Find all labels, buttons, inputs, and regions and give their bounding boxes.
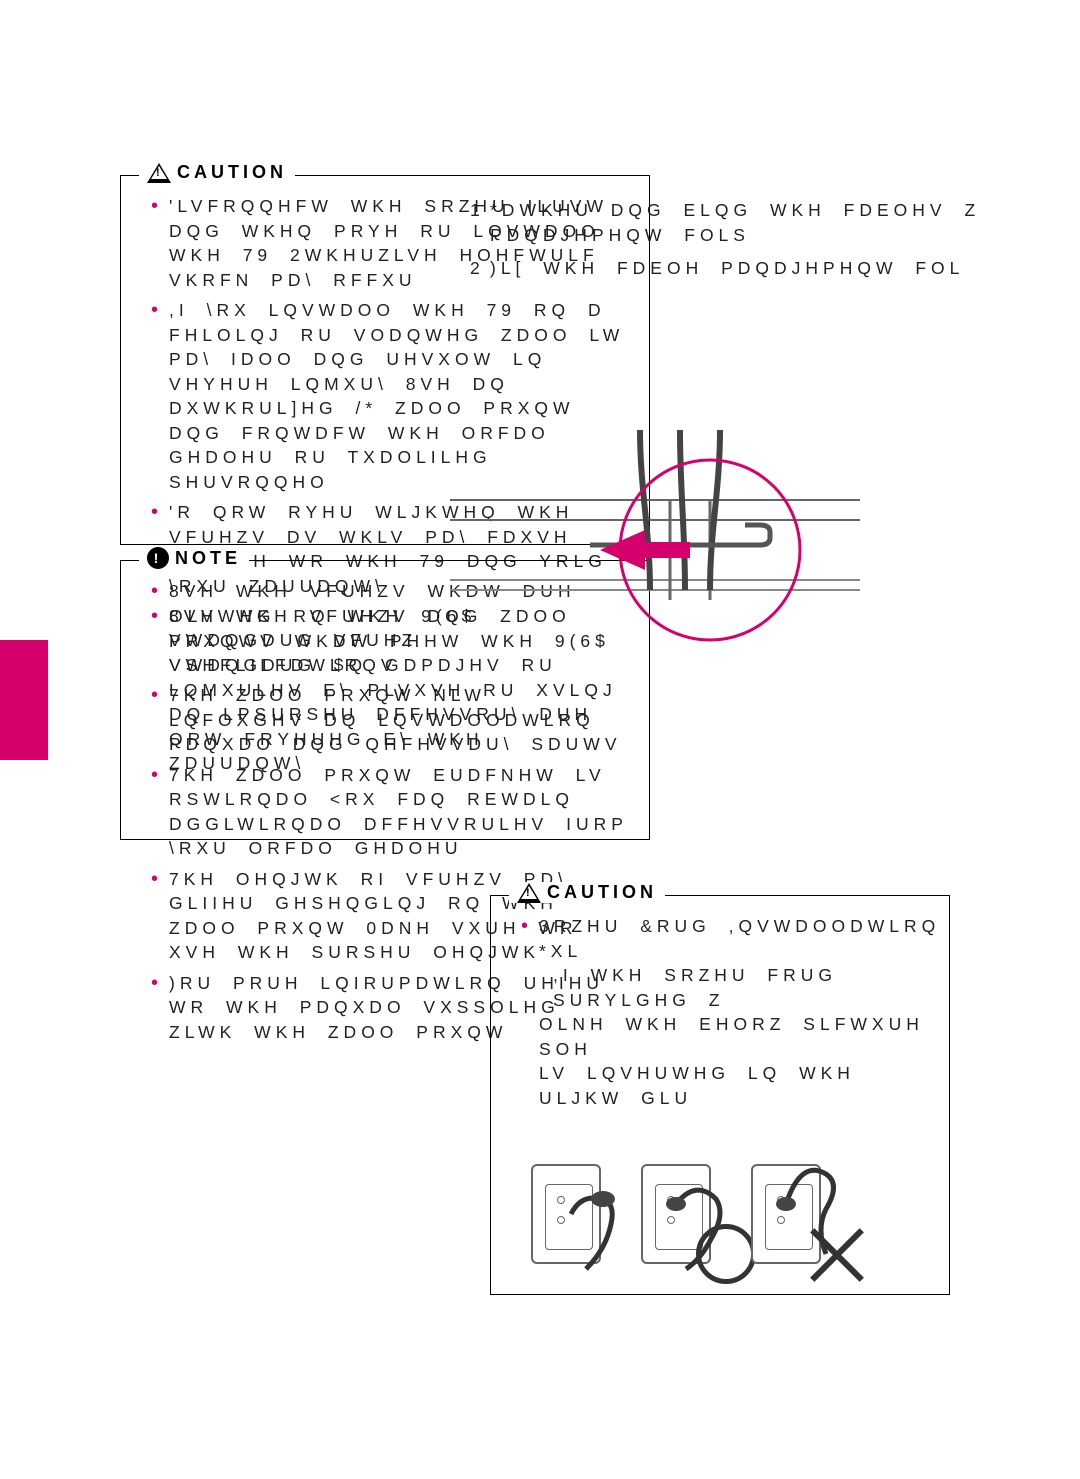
power-caution-header: ! CAUTION — [509, 882, 665, 903]
plug-cord-icon — [561, 1174, 641, 1284]
power-caution-list: 3RZHU &RUG ,QVWDOODWLRQ *XL ,I WKH SRZHU… — [491, 896, 949, 1130]
step-number: 1 — [470, 200, 482, 221]
cable-diagram-svg — [450, 430, 920, 650]
step-text: )L[ WKH FDEOH PDQDJHPHQW FOL — [490, 258, 1010, 279]
list-item: 3RZHU &RUG ,QVWDOODWLRQ *XL ,I WKH SRZHU… — [521, 914, 941, 1110]
list-item-text: 3RZHU &RUG ,QVWDOODWLRQ *XL — [539, 916, 940, 961]
info-circle-icon: ! — [147, 547, 169, 569]
section-tab — [0, 640, 48, 760]
list-item-text: ,I WKH SRZHU FRUG SURYLGHG Z — [539, 963, 941, 1012]
list-item-text: LV LQVHUWHG LQ WKH ULJKW GLU — [539, 1063, 855, 1108]
caution-label: CAUTION — [177, 162, 287, 183]
power-caution-box: ! CAUTION 3RZHU &RUG ,QVWDOODWLRQ *XL ,I… — [490, 895, 950, 1295]
wrong-mark-icon — [806, 1224, 866, 1284]
step-text: PDQDJHPHQW FOLS — [490, 225, 1010, 246]
list-item: 7KH ZDOO PRXQW NLW LQFOXGHV DQ LQVWDOODW… — [151, 683, 631, 757]
list-item-text: OLNH WKH EHORZ SLFWXUH SOH — [539, 1014, 924, 1059]
warning-triangle-icon: ! — [147, 163, 171, 183]
step-number: 2 — [470, 258, 482, 279]
list-item: 7KH ZDOO PRXQW EUDFNHW LV RSWLRQDO <RX F… — [151, 763, 631, 861]
caution-label: CAUTION — [547, 882, 657, 903]
note-label: NOTE — [175, 548, 241, 569]
warning-triangle-icon: ! — [517, 883, 541, 903]
note-header: ! NOTE — [139, 547, 249, 569]
caution-header: ! CAUTION — [139, 162, 295, 183]
step-text: *DWKHU DQG ELQG WKH FDEOHV Z — [490, 200, 1010, 221]
correct-mark-icon — [696, 1224, 756, 1284]
plug-diagram — [531, 1164, 821, 1264]
cable-diagram — [450, 430, 920, 650]
